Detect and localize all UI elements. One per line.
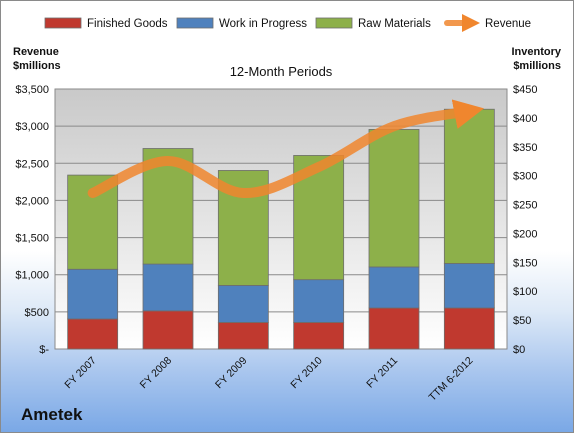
left-tick-label: $2,000 bbox=[15, 195, 49, 207]
revenue-line bbox=[87, 99, 485, 199]
bar-finished-goods bbox=[142, 310, 194, 350]
left-tick-label: $2,500 bbox=[15, 158, 49, 170]
category-label: FY 2011 bbox=[364, 355, 400, 391]
left-tick-label: $3,500 bbox=[15, 84, 49, 96]
bar-work-in-progress bbox=[293, 279, 345, 323]
plot-area bbox=[54, 88, 508, 350]
left-axis-title: Revenue bbox=[13, 46, 59, 58]
bar-raw-materials bbox=[293, 155, 345, 281]
bar-finished-goods bbox=[443, 307, 495, 350]
bar-work-in-progress bbox=[368, 266, 420, 309]
left-tick-label: $500 bbox=[25, 307, 49, 319]
left-tick-label: $1,000 bbox=[15, 270, 49, 282]
right-tick-label: $150 bbox=[513, 257, 537, 269]
category-label: FY 2008 bbox=[138, 355, 175, 392]
right-tick-label: $0 bbox=[513, 344, 525, 356]
right-axis-title: Inventory bbox=[511, 46, 561, 58]
bar-work-in-progress bbox=[443, 263, 495, 309]
left-axis-title: $millions bbox=[13, 60, 61, 72]
right-tick-label: $400 bbox=[513, 113, 537, 125]
bar-finished-goods bbox=[217, 322, 269, 350]
legend-label: Finished Goods bbox=[87, 18, 168, 30]
legend-swatch bbox=[176, 17, 214, 29]
category-label: TTM 6-2012 bbox=[427, 355, 476, 404]
right-tick-label: $300 bbox=[513, 171, 537, 183]
bar-finished-goods bbox=[368, 307, 420, 350]
bar-finished-goods bbox=[293, 322, 345, 350]
legend-swatch bbox=[315, 17, 353, 29]
bar-raw-materials bbox=[443, 108, 495, 264]
bar-work-in-progress bbox=[217, 285, 269, 323]
chart-title: 12-Month Periods bbox=[230, 64, 333, 79]
bar-finished-goods bbox=[67, 318, 119, 350]
left-tick-label: $- bbox=[39, 344, 49, 356]
right-tick-label: $100 bbox=[513, 286, 537, 298]
category-label: FY 2009 bbox=[213, 355, 250, 392]
category-label: FY 2007 bbox=[62, 355, 99, 392]
right-tick-label: $250 bbox=[513, 200, 537, 212]
bar-work-in-progress bbox=[142, 263, 194, 312]
bar-work-in-progress bbox=[67, 268, 119, 320]
legend-swatch bbox=[44, 17, 82, 29]
right-tick-label: $450 bbox=[513, 84, 537, 96]
left-tick-label: $3,000 bbox=[15, 121, 49, 133]
right-axis-title: $millions bbox=[513, 60, 561, 72]
legend-label: Work in Progress bbox=[219, 18, 307, 30]
right-tick-label: $50 bbox=[513, 315, 531, 327]
left-tick-label: $1,500 bbox=[15, 233, 49, 245]
right-tick-label: $200 bbox=[513, 228, 537, 240]
legend-label: Raw Materials bbox=[358, 18, 431, 30]
legend-label: Revenue bbox=[485, 18, 531, 30]
bar-raw-materials bbox=[368, 129, 420, 268]
category-label: FY 2010 bbox=[288, 355, 325, 392]
right-tick-label: $350 bbox=[513, 142, 537, 154]
company-name: Ametek bbox=[21, 405, 83, 424]
